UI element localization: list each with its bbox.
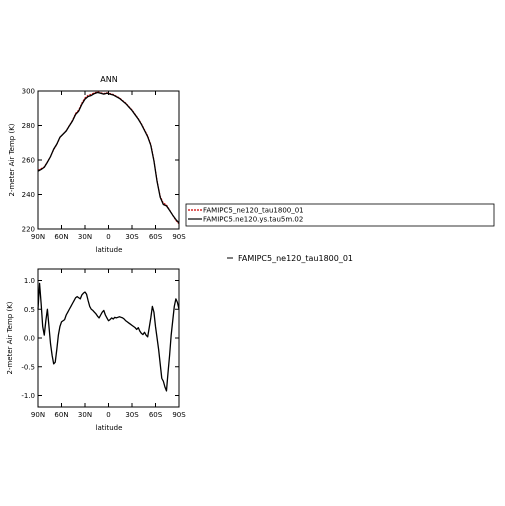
chart1-y-tick-label: -0.5	[21, 363, 35, 371]
chart1-x-tick-label: 90S	[172, 411, 186, 419]
chart0-y-tick-label: 260	[22, 157, 35, 165]
chart0-x-tick-label: 30N	[78, 233, 92, 241]
chart0-series-1-line	[37, 91, 180, 225]
chart0-x-tick-label: 60S	[149, 233, 163, 241]
top-y-axis-label: 2-meter Air Temp (K)	[8, 123, 16, 196]
top-y-ticks: 220 240 260 280 300	[22, 88, 179, 234]
top-chart-title: ANN	[100, 75, 117, 84]
chart1-x-tick-label: 60N	[54, 411, 68, 419]
chart1-x-tick-label: 60S	[149, 411, 163, 419]
top-plot-frame	[37, 90, 180, 230]
chart0-x-tick-label: 90S	[172, 233, 186, 241]
chart0-y-tick-label: 240	[22, 191, 35, 199]
legend-entry-series-2: FAMIPC5.ne120.ys.tau5m.02	[203, 216, 303, 224]
bottom-x-axis-label: latitude	[96, 424, 123, 432]
chart0-y-tick-label: 300	[22, 88, 35, 96]
bottom-legend: FAMIPC5_ne120_tau1800_01	[227, 254, 353, 263]
chart0-x-tick-label: 90N	[31, 233, 45, 241]
top-legend: FAMIPC5_ne120_tau1800_01 FAMIPC5.ne120.y…	[185, 203, 495, 227]
bottom-plot-frame	[37, 268, 180, 408]
bottom-y-ticks: -1.0 -0.5 0.0 0.5 1.0	[21, 277, 179, 400]
chart0-y-tick-label: 280	[22, 122, 35, 130]
bottom-legend-entry: FAMIPC5_ne120_tau1800_01	[238, 254, 353, 263]
chart1-x-tick-label: 30N	[78, 411, 92, 419]
legend-entry-series-1: FAMIPC5_ne120_tau1800_01	[203, 207, 304, 215]
chart0-x-tick-label: 0	[106, 233, 110, 241]
top-plot-area	[37, 91, 180, 225]
bottom-plot-area	[37, 282, 180, 392]
top-x-axis-label: latitude	[96, 246, 123, 254]
chart0-x-tick-label: 60N	[54, 233, 68, 241]
chart1-x-tick-label: 0	[106, 411, 110, 419]
chart0-x-tick-label: 30S	[125, 233, 139, 241]
bottom-panel: -1.0 -0.5 0.0 0.5 1.0 90N 60N 30N 0 30S 60S 90S la…	[6, 268, 186, 432]
chart1-y-tick-label: 0.5	[24, 306, 35, 314]
chart1-series-1-line	[37, 282, 180, 392]
legend-box	[185, 203, 495, 227]
chart1-y-tick-label: -1.0	[21, 392, 35, 400]
chart1-x-tick-label: 90N	[31, 411, 45, 419]
chart1-y-tick-label: 0.0	[24, 335, 35, 343]
chart1-x-tick-label: 30S	[125, 411, 139, 419]
bottom-y-axis-label: 2-meter Air Temp (K)	[6, 301, 14, 374]
chart0-y-tick-label: 220	[22, 226, 35, 234]
chart1-y-tick-label: 1.0	[24, 277, 35, 285]
top-x-ticks: 90N 60N 30N 0 30S 60S 90S	[31, 91, 186, 241]
bottom-x-ticks: 90N 60N 30N 0 30S 60S 90S	[31, 269, 186, 419]
chart0-series-2-line	[37, 91, 180, 224]
